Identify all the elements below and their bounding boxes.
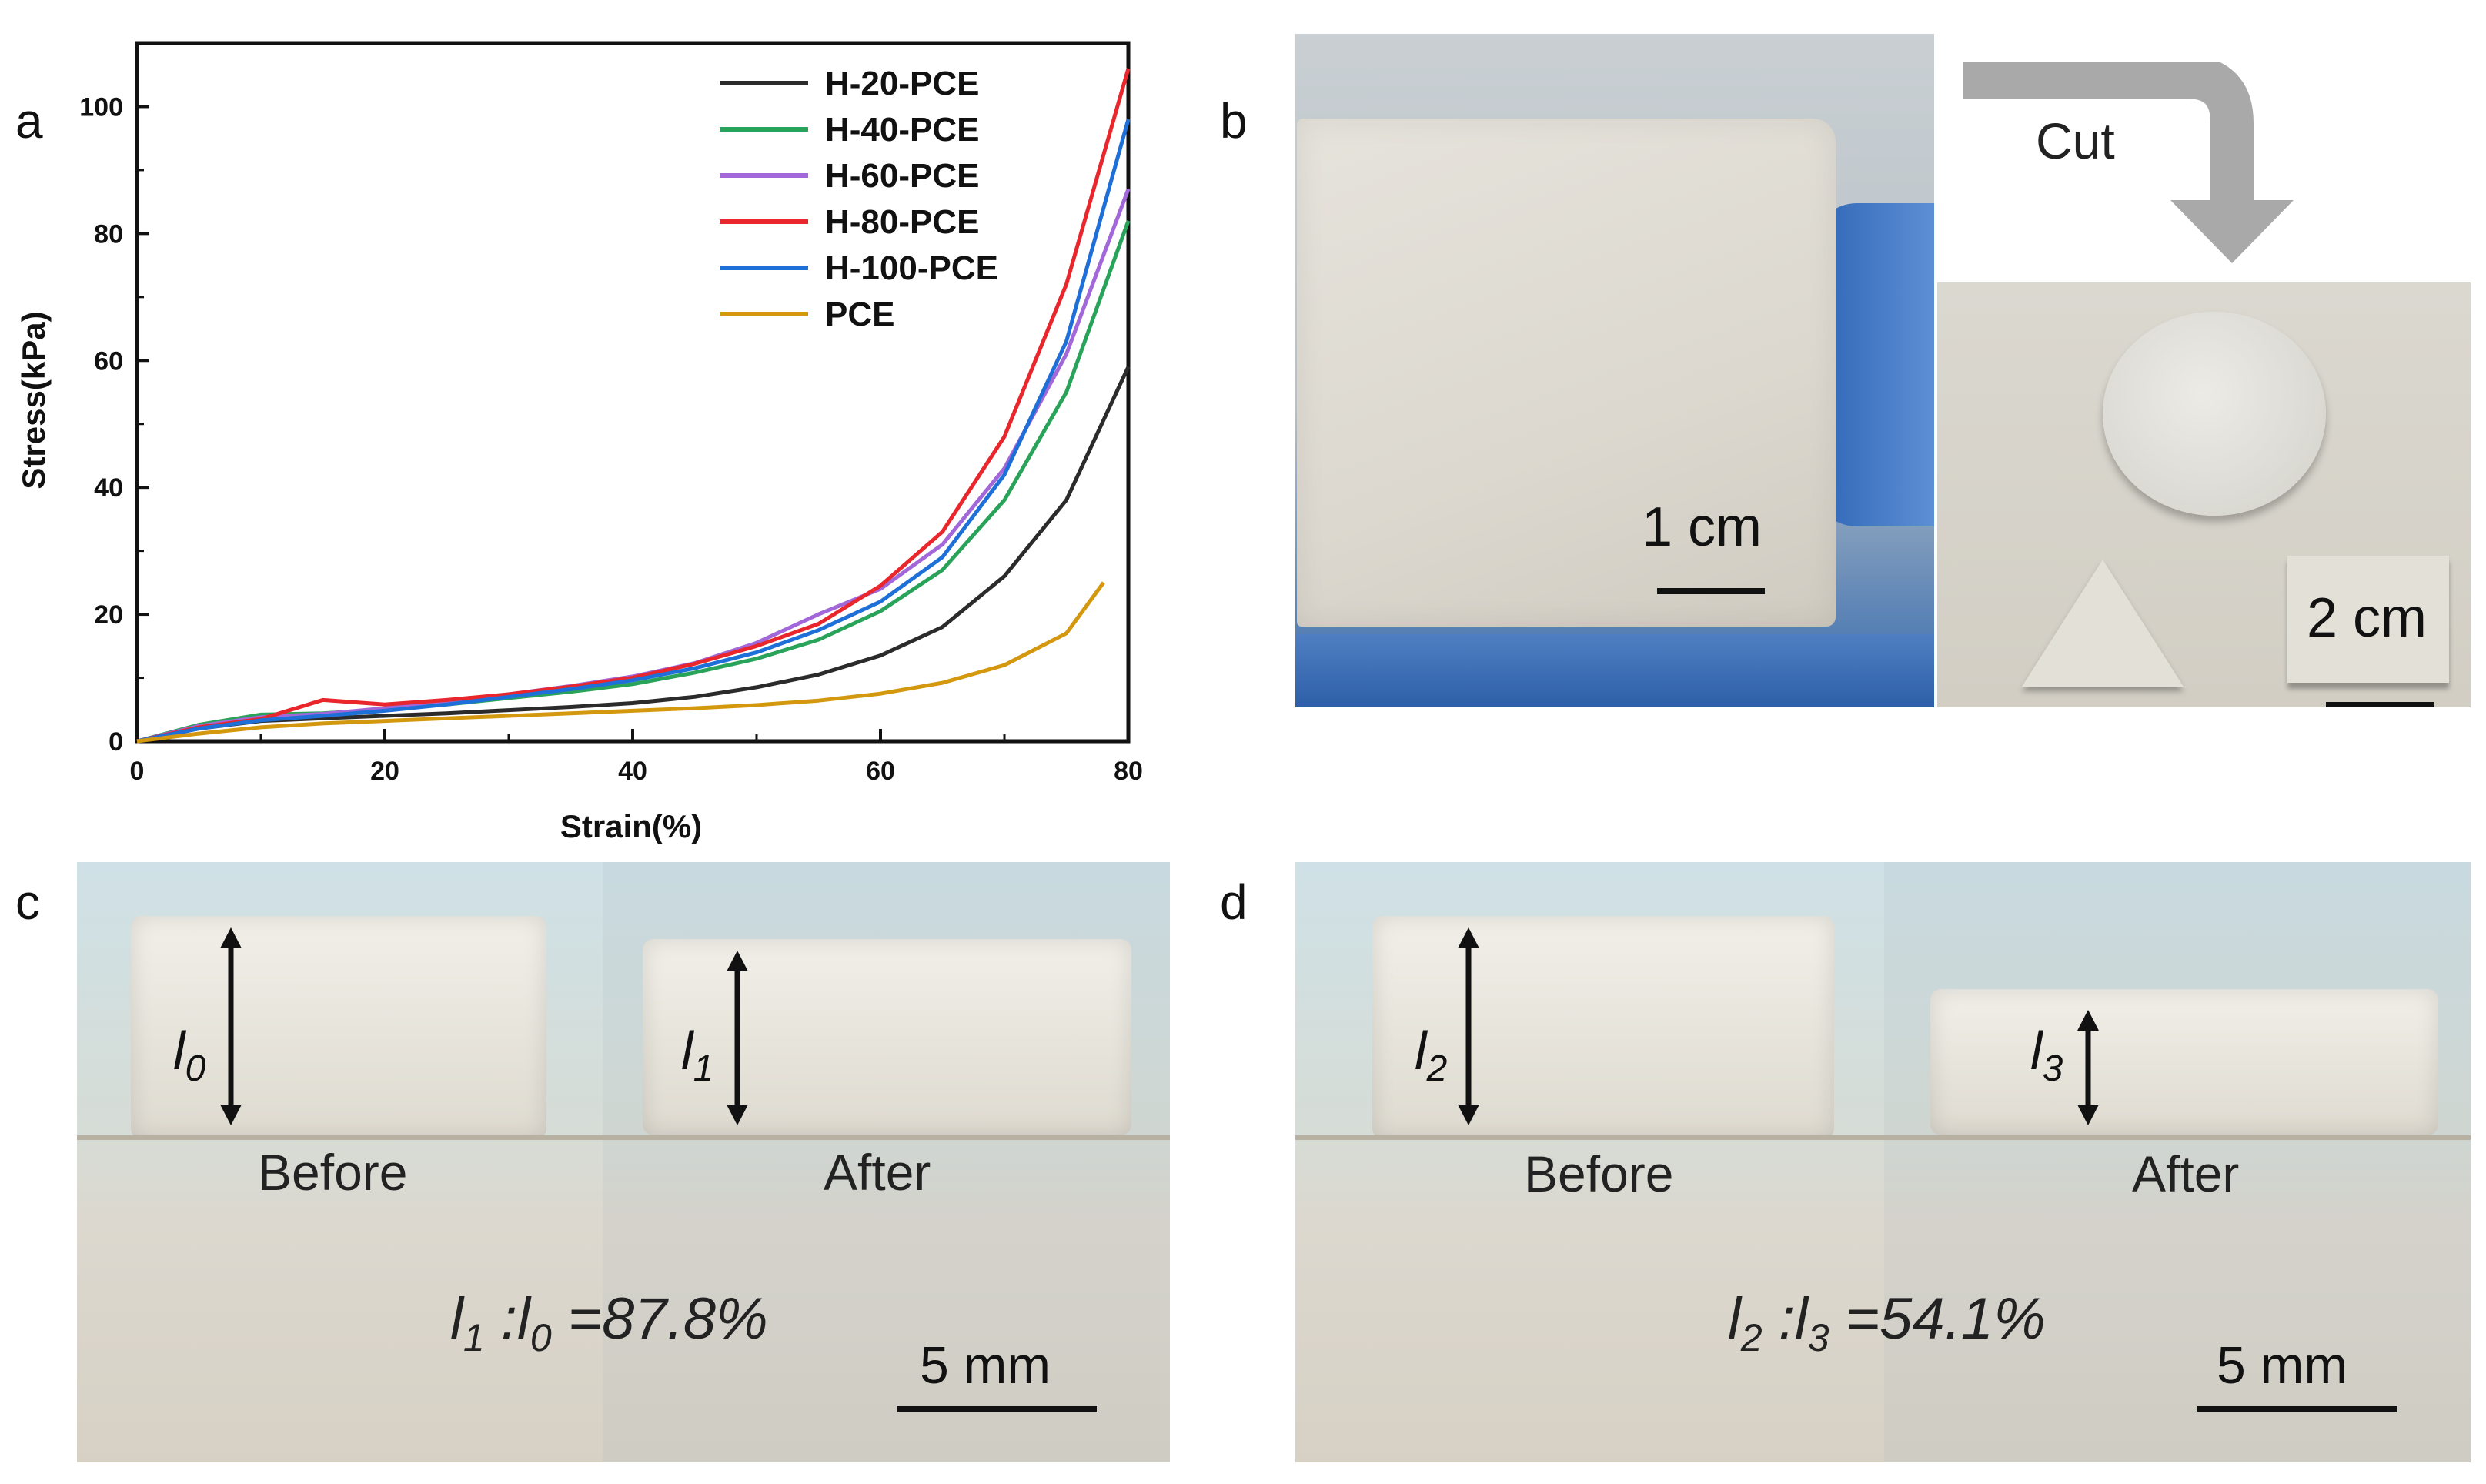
legend-label: H-40-PCE <box>825 111 980 149</box>
height-label-l2: l2 <box>1415 1021 1448 1089</box>
block-sample <box>1297 119 1836 627</box>
panel-label-b: b <box>1220 93 1248 149</box>
height-label-l3: l3 <box>2030 1021 2063 1089</box>
panel-label-c: c <box>15 874 40 930</box>
stress-strain-chart: 0 20 40 60 80 0 20 40 60 80 100 H-20-PCE H-40-PCE H-… <box>15 41 1143 844</box>
x-tick-label: 80 <box>1114 757 1143 786</box>
sample-before-d <box>1372 916 1834 1139</box>
x-tick-label: 40 <box>618 757 647 786</box>
base-line-c <box>77 1135 1170 1140</box>
series-line-pce <box>136 581 1105 744</box>
before-label-c: Before <box>258 1144 408 1201</box>
y-axis-label: Stress(kPa) <box>15 311 52 489</box>
scale-bar-2cm <box>2326 702 2434 707</box>
legend-label: H-80-PCE <box>825 203 980 241</box>
series-line-h-80-pce <box>136 68 1131 744</box>
panel-label-d: d <box>1220 874 1248 930</box>
cut-arrow <box>1963 62 2294 263</box>
scale-bar-label-d: 5 mm <box>2217 1336 2347 1395</box>
y-tick-label: 80 <box>94 219 123 249</box>
x-tick-label: 60 <box>866 757 895 786</box>
x-tick-label: 20 <box>370 757 399 786</box>
y-tick-label: 60 <box>94 346 123 376</box>
panel-b-cut-shapes-photo: 2 cm <box>1937 282 2471 707</box>
height-arrows-d <box>1458 928 2099 1125</box>
base-line-d <box>1295 1135 2471 1140</box>
glove-bottom <box>1295 634 1934 707</box>
height-label-l0: l0 <box>173 1021 206 1089</box>
plot-frame <box>135 41 1131 744</box>
triangle-sample <box>2022 560 2184 687</box>
after-label-d: After <box>2132 1145 2240 1202</box>
y-tick-label: 40 <box>94 473 123 503</box>
panel-d-photo <box>1295 862 2471 1462</box>
series-line-h-40-pce <box>136 220 1131 744</box>
y-tick-label: 0 <box>109 727 123 757</box>
ratio-label-c: l1 :l0 =87.8% <box>450 1286 768 1360</box>
y-tick-label: 20 <box>94 600 123 630</box>
series-line-h-100-pce <box>136 119 1131 744</box>
x-axis-label: Strain(%) <box>560 808 702 844</box>
panel-b-block-photo: 1 cm <box>1295 34 1934 707</box>
scale-bar-1cm <box>1657 588 1765 594</box>
cut-label: Cut <box>2036 112 2115 169</box>
after-label-c: After <box>824 1144 931 1201</box>
x-tick-label: 0 <box>130 757 145 786</box>
square-sample <box>2287 556 2449 683</box>
height-label-l1: l1 <box>681 1021 714 1089</box>
disc-sample <box>2103 312 2326 516</box>
sample-after-d <box>1930 989 2438 1135</box>
before-label-d: Before <box>1524 1145 1674 1202</box>
panel-c-photo <box>77 862 1170 1462</box>
legend-label: H-100-PCE <box>825 249 998 287</box>
sample-before-c <box>131 916 546 1139</box>
scale-bar-label-c: 5 mm <box>920 1336 1051 1395</box>
scale-bar-d <box>2197 1406 2397 1412</box>
ratio-label-d: l2 :l3 =54.1% <box>1728 1286 2046 1360</box>
panel-d-after-shade <box>1884 862 2471 1462</box>
legend-label: H-60-PCE <box>825 157 980 195</box>
scale-bar-label-2cm: 2 cm <box>2307 587 2428 649</box>
legend-label: PCE <box>825 296 894 333</box>
scale-bar-c <box>897 1406 1097 1412</box>
panel-label-a: a <box>15 93 43 149</box>
y-tick-label: 100 <box>79 92 123 122</box>
sample-after-c <box>643 939 1131 1135</box>
legend-label: H-20-PCE <box>825 65 980 102</box>
height-arrows-c <box>220 928 748 1125</box>
scale-bar-label-1cm: 1 cm <box>1642 496 1763 558</box>
